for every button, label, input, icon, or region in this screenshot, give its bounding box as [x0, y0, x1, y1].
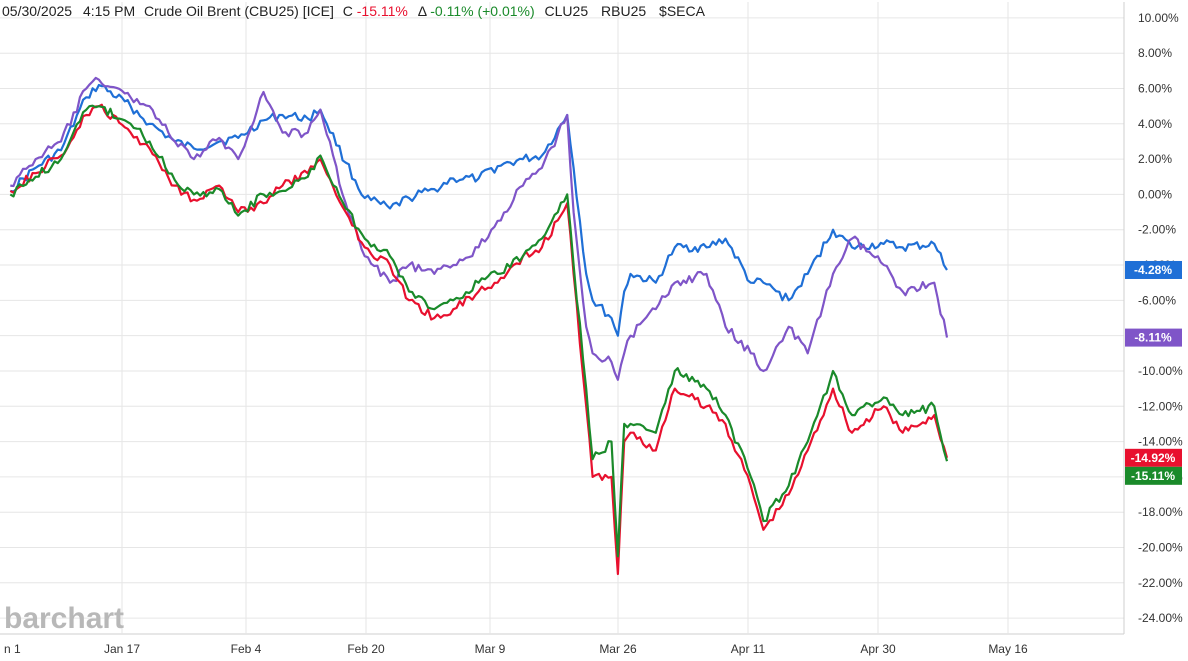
- y-tick-label: -18.00%: [1138, 505, 1183, 519]
- x-tick-label: Feb 20: [347, 642, 385, 656]
- header-comparison-seca[interactable]: $SECA: [659, 3, 706, 19]
- y-tick-label: -22.00%: [1138, 576, 1183, 590]
- y-tick-label: 8.00%: [1138, 46, 1172, 60]
- y-tick-label: -20.00%: [1138, 540, 1183, 554]
- series-layer: [9, 76, 949, 576]
- chart-grid: [0, 2, 1125, 635]
- series-line-rbu25: [10, 76, 949, 381]
- last-value-tag: [1125, 466, 1182, 485]
- header-change-prefix: C: [343, 3, 353, 19]
- y-tick-label: -14.00%: [1138, 435, 1183, 449]
- header-delta-value: -0.11% (+0.01%): [430, 3, 534, 19]
- last-value-tag: [1125, 448, 1182, 467]
- y-tick-label: -12.00%: [1138, 399, 1183, 413]
- y-tick-label: -24.00%: [1138, 611, 1183, 625]
- header-change-value: -15.11%: [357, 3, 408, 19]
- last-value-text: -14.92%: [1131, 451, 1176, 465]
- barchart-watermark: barchart: [4, 602, 124, 635]
- y-tick-label: 2.00%: [1138, 152, 1172, 166]
- x-tick-label: Apr 11: [731, 642, 766, 656]
- x-tick-label: n 1: [4, 642, 21, 656]
- header-comparison-rbu25[interactable]: RBU25: [601, 3, 646, 19]
- x-tick-label: Apr 30: [860, 642, 896, 656]
- header-delta-prefix: Δ: [418, 3, 427, 19]
- x-tick-label: Jan 17: [104, 642, 140, 656]
- series-line-seca: [10, 83, 948, 337]
- header-comparison-clu25[interactable]: CLU25: [545, 3, 589, 19]
- y-axis-ticks: 10.00%8.00%6.00%4.00%2.00%0.00%-2.00%-4.…: [1138, 11, 1183, 625]
- x-tick-label: Feb 4: [231, 642, 262, 656]
- header-date: 05/30/2025: [2, 3, 72, 19]
- chart-header: 05/30/2025 4:15 PM Crude Oil Brent (CBU2…: [2, 3, 706, 19]
- series-line-crude-oil-brent-cbu25: [9, 104, 949, 558]
- x-axis-ticks: n 1 Jan 17 Feb 4 Feb 20 Mar 9 Mar 26 Apr 11 Apr…: [4, 642, 1028, 656]
- x-tick-label: Mar 9: [475, 642, 506, 656]
- y-tick-label: -10.00%: [1138, 364, 1183, 378]
- y-tick-label: 4.00%: [1138, 117, 1172, 131]
- series-line-clu25: [9, 103, 949, 576]
- x-tick-label: Mar 26: [599, 642, 637, 656]
- header-instrument[interactable]: Crude Oil Brent (CBU25) [ICE]: [144, 3, 334, 19]
- last-value-tag: [1125, 328, 1182, 347]
- last-value-text: -4.28%: [1134, 263, 1172, 277]
- last-value-text: -15.11%: [1131, 469, 1175, 483]
- y-tick-label: -6.00%: [1138, 293, 1176, 307]
- x-tick-label: May 16: [988, 642, 1028, 656]
- y-tick-label: 10.00%: [1138, 11, 1179, 25]
- last-value-text: -8.11%: [1134, 331, 1172, 345]
- y-tick-label: 0.00%: [1138, 187, 1172, 201]
- last-value-labels: -4.28% -8.11% -14.92% -15.11%: [1125, 260, 1182, 485]
- header-time: 4:15 PM: [83, 3, 135, 19]
- y-tick-label: -2.00%: [1138, 223, 1176, 237]
- y-tick-label: 6.00%: [1138, 82, 1172, 96]
- last-value-tag: [1125, 260, 1182, 279]
